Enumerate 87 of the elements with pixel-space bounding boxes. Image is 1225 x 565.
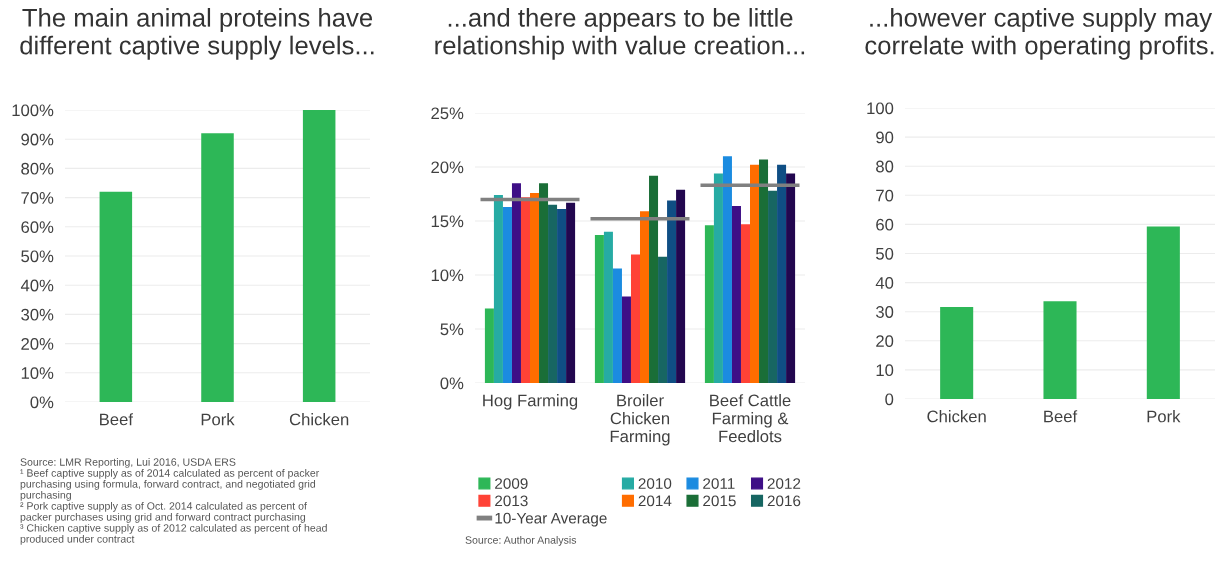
source-note: Source: Author Analysis [465,536,577,546]
x-tick-label: Beef [100,413,133,426]
bar [768,190,778,383]
bar [302,110,336,402]
bar [740,224,750,383]
chart-title: ...and there appears to be little relationship with value creation... [435,8,805,60]
bar [731,205,741,383]
bar [750,164,760,383]
x-tick-label: Beef [1044,410,1078,423]
legend-label: 2013 [495,495,528,507]
legend-label: 2012 [767,478,801,489]
y-tick-label: 10% [21,367,54,379]
y-tick-label: 0% [440,377,464,390]
bar [493,195,503,383]
bar [502,206,512,383]
y-tick-label: 20 [876,335,894,347]
x-tick-label: Broiler Chicken Farming [610,394,670,446]
bar [1043,301,1077,399]
y-tick-label: 90 [876,131,894,144]
y-tick-label: 15% [431,215,464,228]
bar [630,254,640,383]
bar [594,235,604,383]
bar [621,296,631,383]
y-tick-label: 20% [21,338,54,350]
chart-title: The main animal proteins have different captive supply levels... [20,8,374,60]
bar [201,133,234,402]
y-tick-label: 30% [21,308,54,321]
bar [722,156,732,383]
y-tick-label: 100 [867,102,894,115]
y-tick-label: 10 [876,364,894,377]
legend-label: 2014 [638,495,672,507]
bar [940,307,974,399]
bar [603,231,613,383]
x-tick-label: Hog Farming [483,394,578,410]
y-tick-label: 60% [21,221,54,233]
bar [548,204,558,383]
bar [520,197,530,383]
bar [786,173,796,383]
y-tick-label: 0 [885,393,894,406]
y-tick-label: 5% [440,323,464,336]
bar [676,189,686,383]
y-tick-label: 80 [876,160,894,173]
y-tick-label: 80% [21,162,54,175]
legend-label: 2010 [638,478,672,489]
legend-label: 2015 [703,495,736,507]
x-tick-label: Pork [1147,410,1181,423]
legend-label: 2009 [495,478,528,489]
x-tick-label: Chicken [927,410,986,423]
bar [530,192,540,383]
bar [667,200,677,383]
bar [1146,226,1180,399]
y-tick-label: 20% [431,161,464,174]
y-tick-label: 0% [30,396,54,409]
y-tick-label: 25% [431,107,464,120]
bar [777,164,787,383]
x-tick-label: Pork [201,413,235,426]
bar [612,268,622,383]
y-tick-label: 30 [875,306,894,318]
y-tick-label: 60 [876,218,894,231]
legend-label: 2016 [767,495,801,507]
y-tick-label: 70% [21,192,54,204]
y-tick-label: 40 [875,277,894,289]
bar [713,173,723,383]
bar [566,202,576,383]
y-tick-label: 70 [876,189,894,202]
y-tick-label: 100% [12,104,54,117]
y-tick-label: 90% [21,133,54,146]
x-tick-label: Beef Cattle Farming & Feedlots [710,394,791,443]
legend-label: 2011 [703,478,735,489]
y-tick-label: 40% [20,279,54,292]
bar [511,183,521,383]
legend-label: 10-Year Average [495,512,607,527]
bar [658,256,668,383]
bar [759,159,769,383]
y-tick-label: 50% [21,250,54,263]
bar [539,183,549,383]
y-tick-label: 50 [876,247,894,260]
bar [484,308,494,383]
bar [649,175,659,383]
bar [557,209,567,383]
chart-title: ...however captive supply may correlate with operating profits. [865,8,1214,60]
bar [640,211,650,383]
bar [99,191,133,402]
y-tick-label: 10% [431,269,464,282]
bar [704,225,714,383]
source-note: Source: LMR Reporting, Lui 2016, USDA ERS ¹ Beef captive supply as of 2014 calculated as percent of packer purchasing using formula, forward contract, and negotiated grid purchasing ² Pork captive supply as of Oct. 2014 calculated as percent of packer purchases using grid and forward contract purchasing ³ Chicken captive supply as of 2012 calculated as percent of head produced under contract [20,458,327,545]
x-tick-label: Chicken [289,413,349,426]
